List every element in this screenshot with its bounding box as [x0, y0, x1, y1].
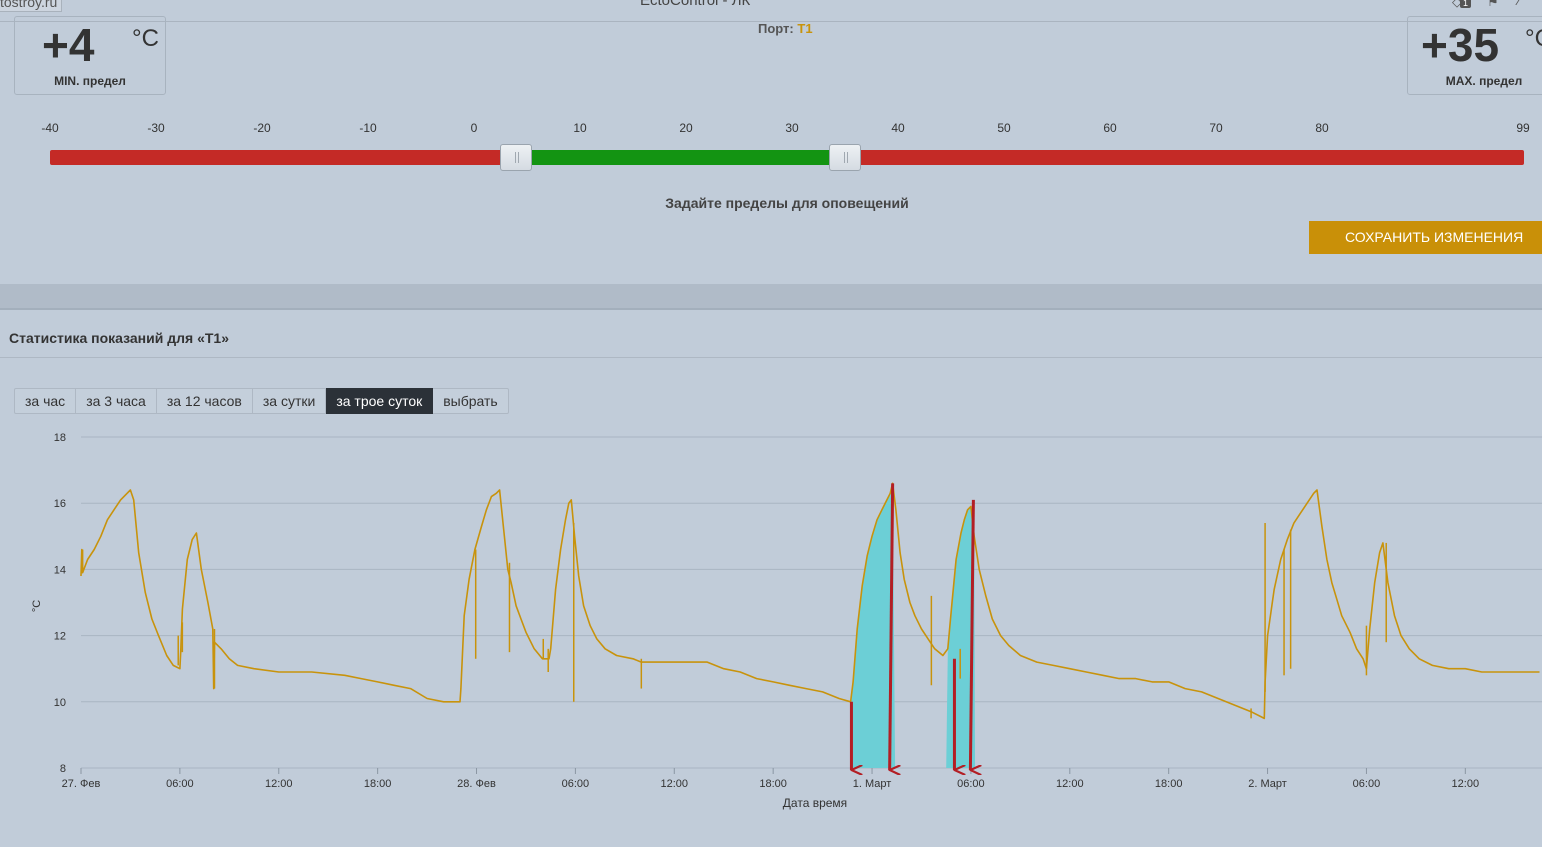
port-value: T1 [797, 21, 813, 36]
y-tick-label: 10 [54, 697, 66, 709]
min-limit-caption: MIN. предел [54, 74, 126, 88]
scale-tick-label: 20 [679, 121, 693, 135]
period-button[interactable]: за 12 часов [156, 388, 253, 414]
scale-tick-label: 99 [1516, 121, 1530, 135]
scale-tick-label: -30 [147, 121, 165, 135]
x-tick-label: 12:00 [661, 778, 689, 790]
y-tick-label: 16 [54, 498, 66, 510]
x-tick-label: 18:00 [364, 778, 392, 790]
scale-tick-label: -10 [359, 121, 377, 135]
min-limit-card: +4 °C MIN. предел [14, 16, 166, 95]
y-axis-label: °C [31, 600, 43, 612]
x-tick-label: 28. Фев [457, 778, 496, 790]
max-limit-value: +35 [1421, 19, 1500, 71]
y-tick-label: 18 [54, 432, 66, 444]
x-tick-label: 2. Март [1248, 778, 1287, 790]
limit-slider[interactable] [50, 144, 1524, 171]
window-titlebar: tostroy.ru EctoControl - ЛК ◇1 ⚑ ⁄ [0, 0, 1542, 22]
scale-tick-label: 60 [1103, 121, 1117, 135]
y-tick-label: 12 [54, 631, 66, 643]
slider-hint: Задайте пределы для оповещений [665, 195, 909, 211]
x-tick-label: 06:00 [957, 778, 985, 790]
x-tick-label: 18:00 [759, 778, 787, 790]
x-tick-label: 1. Март [853, 778, 892, 790]
scale-tick-label: 40 [891, 121, 905, 135]
max-limit-card: +35 °C MAX. предел [1407, 16, 1542, 95]
stats-title-divider [0, 357, 1542, 358]
max-limit-unit: °C [1525, 25, 1542, 52]
min-limit-handle[interactable] [500, 144, 533, 171]
max-limit-caption: MAX. предел [1445, 74, 1523, 88]
period-button[interactable]: за 3 часа [76, 388, 157, 414]
port-label-text: Порт: [758, 21, 794, 36]
x-tick-label: 06:00 [166, 778, 194, 790]
slider-scale: -40 -30 -20 -10 0 10 20 30 40 50 60 70 80 99 [0, 121, 1542, 137]
temperature-chart: 8 10 12 14 16 18 27. Фев 06:00 12:00 18:00 28. Фев… [31, 432, 1542, 810]
period-selector: за час за 3 часа за 12 часов за сутки за тро… [14, 388, 509, 414]
slider-allowed-range [516, 150, 845, 165]
period-button[interactable]: за час [14, 388, 77, 414]
x-tick-label: 06:00 [562, 778, 590, 790]
tabs-icon[interactable]: ◇1 [1452, 0, 1472, 10]
scale-tick-label: -20 [253, 121, 271, 135]
scale-tick-label: -40 [41, 121, 59, 135]
window-title: EctoControl - ЛК [640, 0, 751, 9]
bookmark-icon[interactable]: ⚑ [1487, 0, 1499, 9]
x-tick-label: 12:00 [1056, 778, 1084, 790]
scale-tick-label: 70 [1209, 121, 1223, 135]
x-tick-label: 12:00 [1452, 778, 1480, 790]
min-limit-unit: °C [132, 25, 159, 52]
port-label: Порт: T1 [758, 21, 813, 36]
scale-tick-label: 10 [573, 121, 587, 135]
x-tick-label: 06:00 [1353, 778, 1381, 790]
min-limit-value: +4 [42, 19, 95, 71]
tabs-count-badge: 1 [1460, 0, 1472, 8]
y-tick-label: 8 [60, 763, 66, 775]
x-tick-label: 27. Фев [62, 778, 101, 790]
scale-tick-label: 50 [997, 121, 1011, 135]
x-tick-label: 18:00 [1155, 778, 1183, 790]
period-button[interactable]: за трое суток [326, 388, 434, 414]
site-address[interactable]: tostroy.ru [0, 0, 63, 12]
stats-title: Статистика показаний для «T1» [9, 330, 229, 346]
highlight-area [850, 483, 896, 768]
x-axis-label: Дата время [783, 796, 847, 810]
annotation-arrow [888, 483, 893, 770]
period-button[interactable]: за сутки [252, 388, 327, 414]
max-limit-handle[interactable] [829, 144, 861, 171]
save-changes-button[interactable]: СОХРАНИТЬ ИЗМЕНЕНИЯ [1309, 221, 1542, 254]
scale-tick-label: 0 [470, 121, 478, 135]
annotation-arrow [968, 499, 973, 770]
x-tick-label: 12:00 [265, 778, 293, 790]
scale-tick-label: 30 [785, 121, 799, 135]
scale-tick-label: 80 [1315, 121, 1329, 135]
y-tick-label: 14 [54, 564, 66, 576]
window-control-icon[interactable]: ⁄ [1518, 0, 1521, 8]
section-divider [0, 284, 1542, 310]
series-line [80, 482, 1540, 720]
period-button[interactable]: выбрать [433, 388, 509, 414]
